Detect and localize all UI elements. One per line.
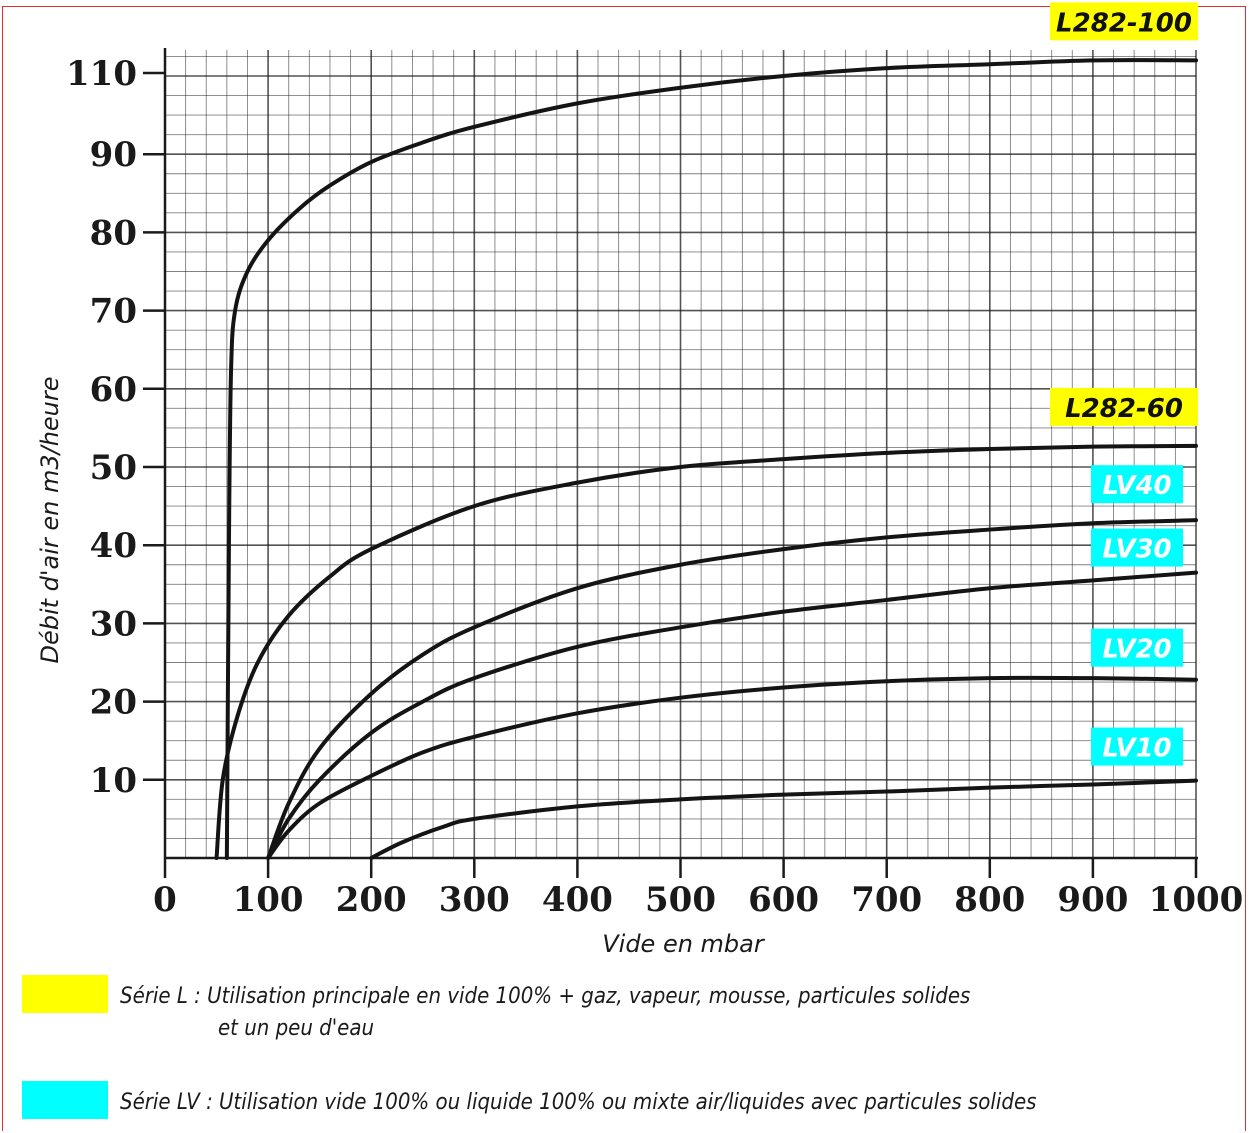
- series-label-lv20: LV20: [1102, 635, 1171, 665]
- series-label-lv40: LV40: [1102, 471, 1171, 501]
- series-label-bg-lv10: [1091, 727, 1183, 766]
- legend-line: Série L : Utilisation principale en vide…: [120, 984, 971, 1009]
- x-tick-label: 200: [336, 880, 407, 920]
- y-tick-label: 50: [90, 448, 137, 488]
- series-label-l282-100: L282-100: [1056, 8, 1192, 38]
- x-tick-label: 500: [645, 880, 716, 920]
- curve-lv20: [266, 675, 1198, 860]
- y-tick-label: 110: [66, 54, 137, 94]
- x-tick-label: 0: [153, 880, 177, 920]
- curve-lv10: [369, 778, 1198, 860]
- curve-lv40: [266, 518, 1198, 860]
- figure-frame: [2, 6, 1246, 1131]
- chart-curves: [214, 58, 1198, 860]
- legend-text-serie-lv: Série LV : Utilisation vide 100% ou liqu…: [120, 1087, 1036, 1119]
- y-tick-label: 10: [90, 761, 137, 801]
- x-axis-title: Vide en mbar: [602, 930, 766, 958]
- legend-line: Série LV : Utilisation vide 100% ou liqu…: [120, 1090, 1037, 1115]
- legend-text-serie-l: Série L : Utilisation principale en vide…: [120, 981, 970, 1045]
- curve-lv30: [266, 570, 1198, 860]
- series-labels: L282-100 L282-60 LV40 LV30 LV20 LV10: [1050, 2, 1198, 766]
- x-tick-label: 600: [748, 880, 819, 920]
- x-tick-label: 900: [1057, 880, 1128, 920]
- y-tick-label: 60: [90, 370, 137, 410]
- y-tick-label: 20: [90, 683, 137, 723]
- series-label-bg-lv30: [1091, 528, 1183, 567]
- y-tick-label: 90: [90, 135, 137, 175]
- y-axis-title: Débit d'air en m3/heure: [36, 376, 64, 663]
- chart-axes: 10 20 30 40 50 60 70 80 90 110 0 100 200 300 400 500 600…: [66, 48, 1243, 920]
- series-label-bg-l282-60: [1050, 387, 1198, 426]
- flow-rate-chart: 10 20 30 40 50 60 70 80 90 110 0 100 200 300 400 500 600…: [36, 2, 1243, 958]
- y-tick-label: 70: [90, 292, 137, 332]
- curve-l282-60: [214, 443, 1198, 860]
- series-label-lv30: LV30: [1102, 535, 1171, 565]
- y-tick-label: 80: [90, 213, 137, 253]
- x-tick-label: 1000: [1149, 880, 1244, 920]
- x-tick-label: 700: [851, 880, 922, 920]
- series-label-l282-60: L282-60: [1065, 394, 1183, 424]
- x-tick-label: 300: [439, 880, 510, 920]
- legend-line: et un peu d'eau: [218, 1016, 375, 1041]
- x-tick-label: 400: [542, 880, 613, 920]
- y-tick-label: 40: [90, 526, 137, 566]
- series-label-bg-lv40: [1091, 465, 1183, 504]
- chart-grid: [164, 50, 1197, 859]
- series-label-lv10: LV10: [1102, 734, 1171, 764]
- x-tick-label: 100: [233, 880, 304, 920]
- legend-swatch-serie-l: [22, 975, 108, 1013]
- legend-swatch-serie-lv: [22, 1081, 108, 1119]
- series-label-bg-lv20: [1091, 628, 1183, 667]
- y-tick-label: 30: [90, 604, 137, 644]
- x-tick-label: 800: [954, 880, 1025, 920]
- curve-l282-100: [224, 58, 1198, 860]
- series-label-bg-l282-100: [1050, 2, 1198, 41]
